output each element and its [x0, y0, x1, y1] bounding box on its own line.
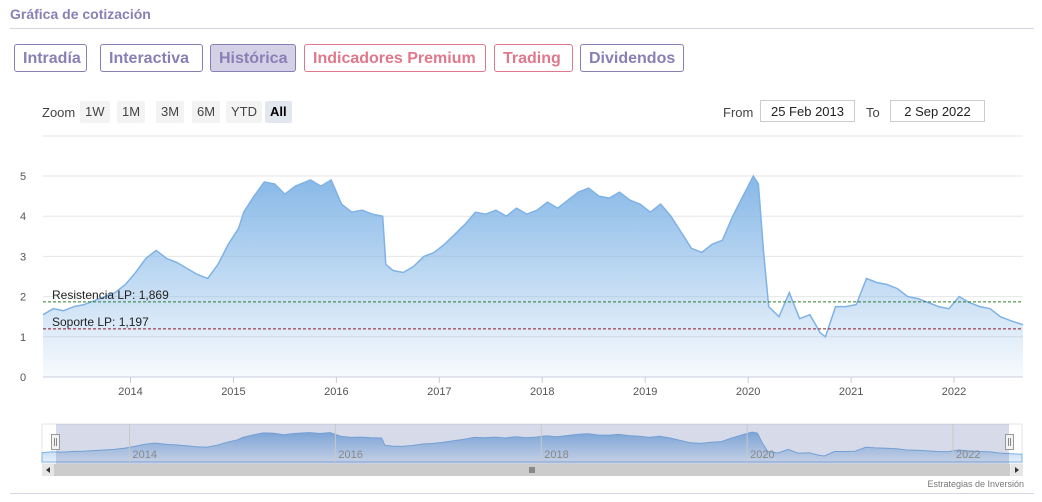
x-tick-label: 2022 — [942, 386, 966, 398]
x-tick-label: 2019 — [633, 386, 657, 398]
page-title: Gráfica de cotización — [10, 6, 151, 22]
zoom-1w-button[interactable]: 1W — [80, 101, 110, 123]
navigator-tick-label: 2018 — [544, 449, 568, 461]
y-tick-label: 2 — [20, 292, 26, 304]
x-tick-label: 2017 — [427, 386, 451, 398]
range-to-input[interactable]: 2 Sep 2022 — [890, 100, 985, 122]
y-tick-label: 0 — [20, 372, 26, 384]
scrollbar-grip-icon — [529, 467, 535, 473]
x-tick-label: 2020 — [736, 386, 760, 398]
range-from-label: From — [723, 105, 754, 120]
credit-text: Estrategias de Inversión — [927, 479, 1024, 489]
navigator-tick-label: 2014 — [133, 449, 157, 461]
zoom-3m-button[interactable]: 3M — [156, 101, 185, 123]
x-tick-label: 2014 — [118, 386, 142, 398]
tab-historica[interactable]: Histórica — [210, 44, 296, 72]
title-divider — [10, 28, 1034, 29]
price-area — [43, 176, 1023, 377]
x-tick-label: 2018 — [530, 386, 554, 398]
x-tick-label: 2021 — [839, 386, 863, 398]
tab-intradia[interactable]: Intradía — [14, 44, 87, 72]
price-line — [42, 174, 1024, 339]
x-tick-label: 2016 — [324, 386, 348, 398]
annotation-label: Resistencia LP: 1,869 — [52, 288, 169, 302]
range-to-label: To — [866, 105, 880, 120]
tab-dividendos[interactable]: Dividendos — [580, 44, 684, 72]
y-tick-label: 5 — [20, 171, 26, 183]
navigator-right-handle[interactable] — [1005, 434, 1014, 450]
zoom-ytd-button[interactable]: YTD — [226, 101, 262, 123]
y-tick-label: 4 — [20, 211, 26, 223]
x-tick-label: 2015 — [221, 386, 245, 398]
bottom-divider — [10, 493, 1034, 494]
range-from-input[interactable]: 25 Feb 2013 — [760, 100, 855, 122]
zoom-6m-button[interactable]: 6M — [192, 101, 221, 123]
tab-trading[interactable]: Trading — [494, 44, 573, 72]
scroll-right-icon — [1015, 467, 1019, 473]
navigator-tick-label: 2016 — [338, 449, 362, 461]
annotation-label: Soporte LP: 1,197 — [52, 315, 149, 329]
navigator-window[interactable] — [56, 424, 1009, 464]
zoom-1m-button[interactable]: 1M — [117, 101, 146, 123]
navigator-left-handle[interactable] — [51, 434, 60, 450]
navigator-tick-label: 2020 — [750, 449, 774, 461]
y-tick-label: 1 — [20, 332, 26, 344]
zoom-all-button[interactable]: All — [265, 101, 292, 123]
navigator-area — [41, 431, 1023, 463]
y-tick-label: 3 — [20, 251, 26, 263]
navigator-tick-label: 2022 — [956, 449, 980, 461]
scroll-left-icon — [46, 467, 50, 473]
tab-interactiva[interactable]: Interactiva — [100, 44, 203, 72]
zoom-label: Zoom — [42, 105, 76, 120]
tab-indicadores-premium[interactable]: Indicadores Premium — [304, 44, 486, 72]
